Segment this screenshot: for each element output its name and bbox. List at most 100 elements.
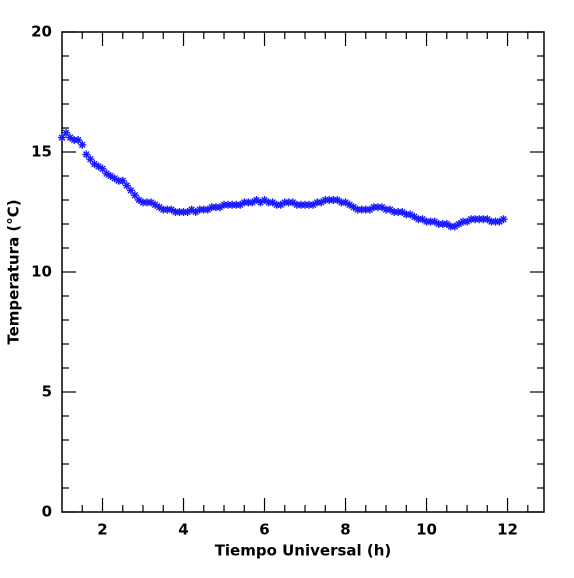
- data-point: [260, 196, 269, 204]
- data-point: [268, 198, 277, 207]
- y-axis-label: Temperatura (°C): [5, 199, 23, 344]
- data-point: [491, 217, 500, 226]
- data-point: [236, 200, 245, 209]
- data-point: [483, 215, 492, 224]
- x-axis-label: Tiempo Universal (h): [215, 542, 392, 560]
- data-point: [110, 174, 119, 183]
- data-point: [499, 215, 508, 224]
- data-point: [199, 205, 208, 214]
- data-point: [74, 136, 83, 144]
- data-point: [155, 203, 164, 212]
- data-point: [191, 208, 200, 216]
- data-point: [98, 164, 107, 173]
- data-point: [292, 200, 301, 209]
- data-point: [422, 217, 431, 226]
- data-point: [228, 200, 237, 209]
- data-point: [183, 208, 192, 216]
- data-point: [151, 200, 160, 209]
- data-point: [203, 205, 212, 214]
- data-point: [426, 217, 435, 226]
- data-point: [102, 169, 111, 178]
- data-point: [248, 198, 257, 207]
- data-point: [240, 198, 249, 207]
- data-point: [349, 203, 358, 212]
- y-tick-label: 20: [31, 23, 52, 41]
- data-point: [139, 198, 148, 207]
- x-tick-label: 6: [259, 521, 269, 539]
- data-point: [333, 196, 342, 204]
- data-point: [207, 203, 216, 212]
- data-point: [143, 198, 152, 207]
- data-point: [410, 212, 419, 221]
- x-tick-label: 10: [416, 521, 437, 539]
- data-point: [365, 205, 374, 214]
- data-point: [167, 205, 176, 214]
- data-point: [434, 220, 443, 228]
- data-point: [369, 203, 378, 212]
- data-point: [280, 198, 289, 207]
- data-point: [446, 222, 455, 231]
- data-point: [66, 133, 75, 142]
- data-point: [454, 220, 463, 228]
- data-point: [406, 210, 415, 219]
- data-point: [106, 172, 115, 180]
- data-point: [78, 140, 87, 149]
- data-point: [386, 205, 395, 214]
- data-point: [147, 198, 156, 207]
- data-point: [317, 198, 326, 207]
- y-tick-label: 0: [42, 503, 52, 521]
- data-point: [252, 196, 261, 204]
- data-point: [62, 128, 71, 137]
- data-point: [159, 205, 168, 214]
- data-point: [70, 136, 79, 144]
- data-point: [134, 196, 143, 204]
- data-point: [179, 208, 188, 216]
- data-point: [284, 198, 293, 207]
- data-point: [382, 205, 391, 214]
- data-point: [305, 200, 314, 209]
- data-point: [86, 155, 95, 164]
- data-point: [390, 208, 399, 216]
- data-point: [329, 196, 338, 204]
- data-point: [353, 205, 362, 214]
- data-point: [220, 200, 229, 209]
- data-point: [377, 203, 386, 212]
- data-point: [82, 150, 91, 159]
- data-point: [357, 205, 366, 214]
- data-point: [224, 200, 233, 209]
- data-point: [321, 196, 330, 204]
- data-point: [337, 198, 346, 207]
- data-point: [215, 203, 224, 212]
- data-point: [296, 200, 305, 209]
- data-point: [325, 196, 334, 204]
- data-point: [458, 217, 467, 226]
- data-point: [114, 176, 123, 185]
- data-point: [232, 200, 241, 209]
- data-point: [495, 217, 504, 226]
- data-point: [430, 217, 439, 226]
- data-point: [438, 220, 447, 228]
- data-point: [301, 200, 310, 209]
- data-point: [288, 198, 297, 207]
- data-point: [418, 215, 427, 224]
- data-point: [276, 200, 285, 209]
- x-tick-label: 8: [340, 521, 350, 539]
- y-tick-label: 5: [42, 383, 52, 401]
- data-point: [373, 203, 382, 212]
- data-point: [463, 217, 472, 226]
- data-point: [414, 215, 423, 224]
- x-tick-label: 12: [497, 521, 518, 539]
- data-point: [175, 208, 184, 216]
- y-tick-label: 10: [31, 263, 52, 281]
- data-point: [398, 208, 407, 216]
- data-point: [471, 215, 480, 224]
- data-point: [244, 198, 253, 207]
- data-point: [442, 220, 451, 228]
- data-point: [122, 181, 131, 190]
- data-point: [163, 205, 172, 214]
- data-point: [345, 200, 354, 209]
- data-point: [256, 198, 265, 207]
- x-tick-label: 4: [178, 521, 188, 539]
- data-point: [195, 205, 204, 214]
